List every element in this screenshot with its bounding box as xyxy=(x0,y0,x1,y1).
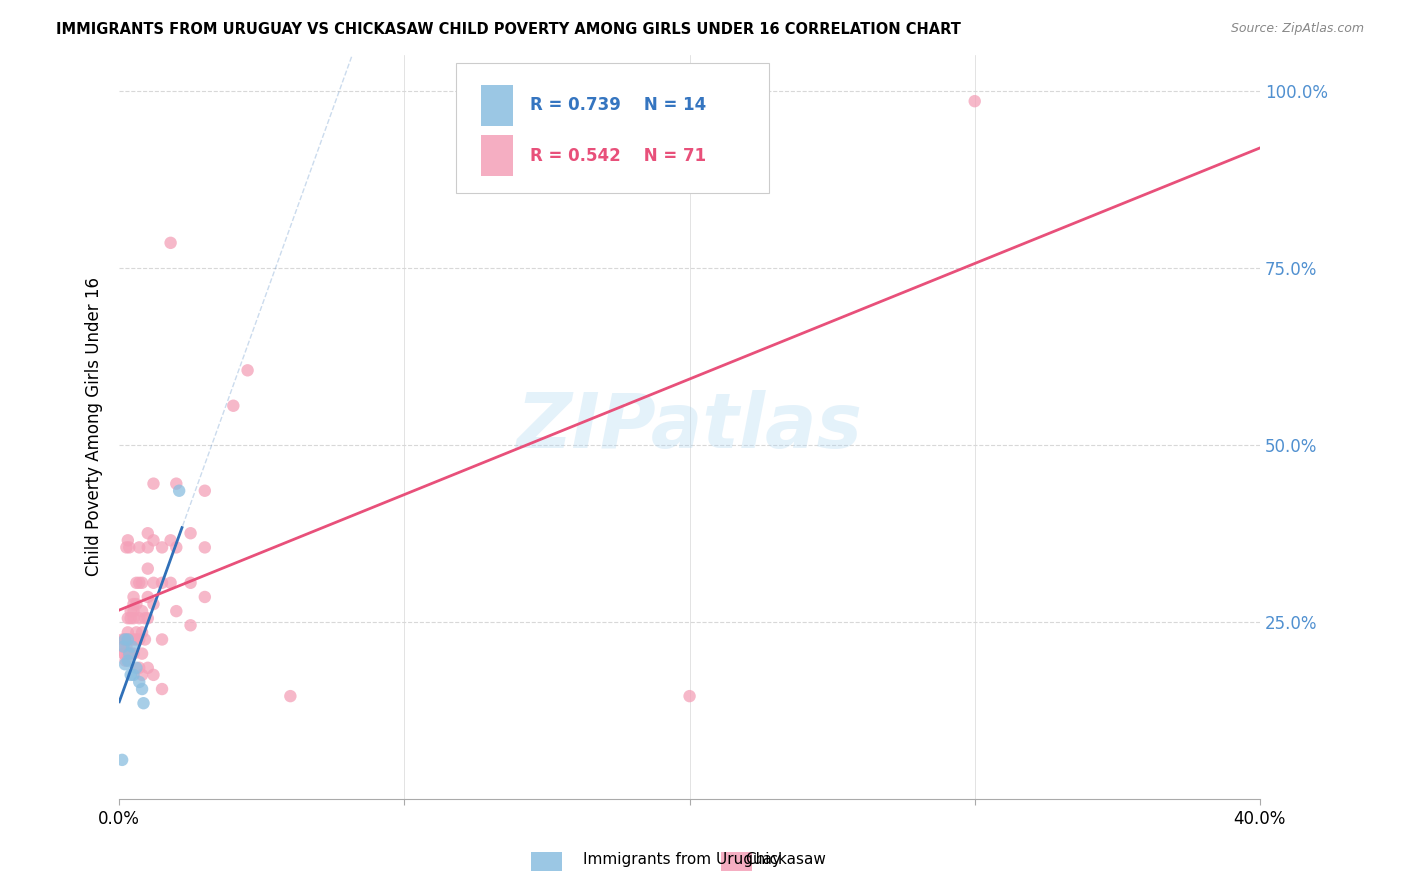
Point xyxy=(194,483,217,498)
Text: IMMIGRANTS FROM URUGUAY VS CHICKASAW CHILD POVERTY AMONG GIRLS UNDER 16 CORRELAT: IMMIGRANTS FROM URUGUAY VS CHICKASAW CHI… xyxy=(56,22,962,37)
Point xyxy=(142,668,165,682)
Point xyxy=(114,647,136,661)
Point xyxy=(122,597,145,611)
Point xyxy=(165,541,187,555)
Point xyxy=(112,640,135,654)
Point xyxy=(125,597,148,611)
Text: R = 0.739    N = 14: R = 0.739 N = 14 xyxy=(530,96,706,114)
Y-axis label: Child Poverty Among Girls Under 16: Child Poverty Among Girls Under 16 xyxy=(86,277,103,576)
Point xyxy=(114,632,136,647)
Point xyxy=(180,575,202,590)
Point xyxy=(128,541,150,555)
Point xyxy=(122,632,145,647)
Point xyxy=(159,575,181,590)
Point xyxy=(131,575,153,590)
Point xyxy=(125,661,148,675)
Point xyxy=(142,575,165,590)
Point xyxy=(131,604,153,618)
Point xyxy=(128,611,150,625)
FancyBboxPatch shape xyxy=(481,85,513,126)
Point xyxy=(159,533,181,548)
Point xyxy=(128,675,150,690)
Point xyxy=(131,625,153,640)
Point xyxy=(131,668,153,682)
Point xyxy=(180,618,202,632)
Point xyxy=(114,632,136,647)
Point xyxy=(120,647,142,661)
Text: Chickasaw: Chickasaw xyxy=(745,852,827,867)
Point xyxy=(128,575,150,590)
Point xyxy=(678,689,700,703)
Point xyxy=(136,526,159,541)
Text: R = 0.542    N = 71: R = 0.542 N = 71 xyxy=(530,147,706,165)
Point xyxy=(150,632,173,647)
Point xyxy=(117,654,139,668)
Point xyxy=(150,541,173,555)
Point xyxy=(122,590,145,604)
Point xyxy=(150,681,173,696)
Point xyxy=(117,611,139,625)
Point xyxy=(128,661,150,675)
Text: Immigrants from Uruguay: Immigrants from Uruguay xyxy=(583,852,782,867)
Point xyxy=(134,632,156,647)
Point xyxy=(142,533,165,548)
Point xyxy=(150,575,173,590)
Point xyxy=(120,611,142,625)
Point xyxy=(115,541,138,555)
Point xyxy=(111,753,134,767)
Text: Source: ZipAtlas.com: Source: ZipAtlas.com xyxy=(1230,22,1364,36)
FancyBboxPatch shape xyxy=(481,136,513,177)
Point xyxy=(142,476,165,491)
Point xyxy=(120,604,142,618)
Point xyxy=(125,575,148,590)
Point xyxy=(125,625,148,640)
Point xyxy=(159,235,181,250)
Point xyxy=(136,541,159,555)
Point xyxy=(194,590,217,604)
Point xyxy=(120,668,142,682)
Point xyxy=(194,541,217,555)
Point xyxy=(122,647,145,661)
Point xyxy=(125,632,148,647)
Point xyxy=(122,604,145,618)
Point xyxy=(165,476,187,491)
Point xyxy=(114,654,136,668)
Point xyxy=(117,632,139,647)
Point xyxy=(963,94,986,108)
Point xyxy=(117,647,139,661)
Point xyxy=(117,533,139,548)
Point xyxy=(280,689,302,703)
Point xyxy=(115,640,138,654)
Point xyxy=(111,632,134,647)
Text: ZIPatlas: ZIPatlas xyxy=(516,390,862,464)
Point xyxy=(136,561,159,575)
Point xyxy=(122,668,145,682)
Point xyxy=(180,526,202,541)
Point xyxy=(167,483,190,498)
Point xyxy=(111,640,134,654)
Point xyxy=(112,647,135,661)
Point xyxy=(114,657,136,672)
Point xyxy=(165,604,187,618)
Point xyxy=(142,597,165,611)
Point xyxy=(117,632,139,647)
Point xyxy=(222,399,245,413)
Point xyxy=(136,590,159,604)
Point xyxy=(117,625,139,640)
Point xyxy=(122,611,145,625)
Point xyxy=(136,661,159,675)
Point xyxy=(236,363,259,377)
Point xyxy=(121,640,143,654)
Point xyxy=(134,611,156,625)
Point xyxy=(131,647,153,661)
Point xyxy=(118,541,141,555)
Point xyxy=(136,611,159,625)
Point xyxy=(132,696,155,710)
FancyBboxPatch shape xyxy=(456,62,769,193)
Point xyxy=(128,632,150,647)
Point xyxy=(118,647,141,661)
Point xyxy=(120,632,142,647)
Point xyxy=(131,681,153,696)
